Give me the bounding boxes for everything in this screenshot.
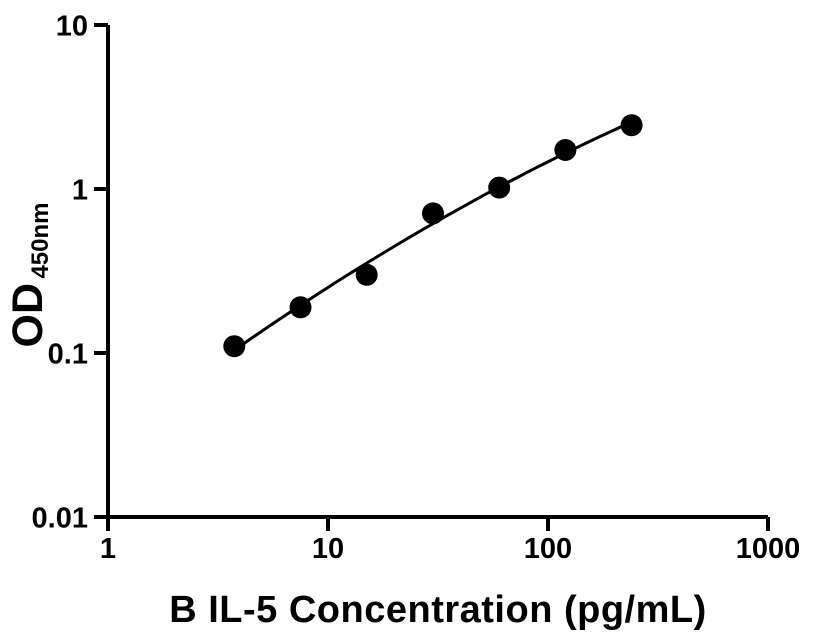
x-axis-label: B IL-5 Concentration (pg/mL) xyxy=(169,589,707,631)
axis-spines xyxy=(106,25,768,519)
data-point xyxy=(422,202,444,225)
data-point xyxy=(355,263,378,286)
y-tick-label: 0.01 xyxy=(32,503,88,535)
data-points-group xyxy=(223,114,643,358)
data-point xyxy=(289,296,312,319)
x-tick-label: 1000 xyxy=(736,533,801,565)
y-tick-label: 0.1 xyxy=(48,339,88,371)
x-tick-label: 100 xyxy=(524,533,572,565)
y-axis-label-subscript: 450nm xyxy=(27,203,54,279)
data-point xyxy=(620,114,643,137)
y-axis-label-main: OD xyxy=(4,283,52,348)
axis-ticks xyxy=(94,23,770,531)
x-tick-label: 10 xyxy=(312,533,344,565)
y-tick-label: 10 xyxy=(56,11,88,43)
data-point xyxy=(488,176,511,199)
y-tick-label: 1 xyxy=(72,175,88,207)
data-point xyxy=(223,335,246,358)
axis-tick-labels: 1 10 100 1000 10 1 0.1 0.01 xyxy=(32,11,801,566)
data-point xyxy=(554,139,577,161)
x-tick-label: 1 xyxy=(100,533,116,565)
y-axis-label: OD 450nm xyxy=(4,203,54,348)
